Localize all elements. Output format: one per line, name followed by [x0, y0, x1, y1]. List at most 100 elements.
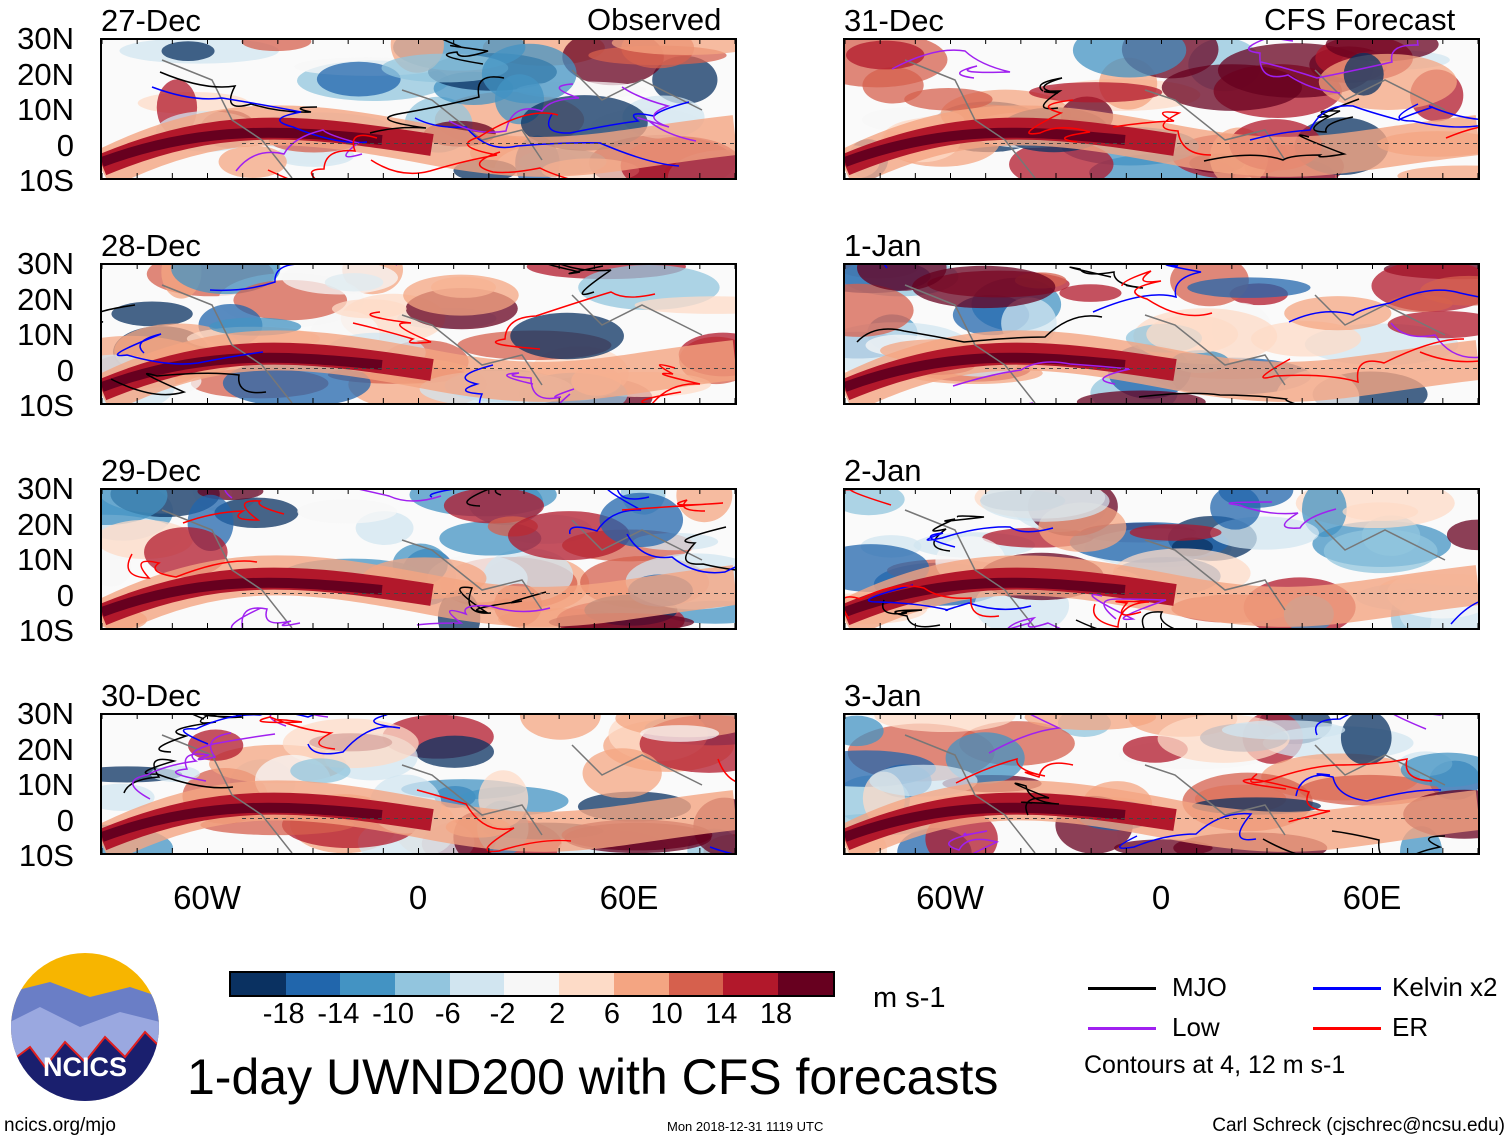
contour-er [494, 291, 656, 350]
wind-anomaly-blob [912, 265, 1056, 309]
latitude-label: 10S [18, 613, 74, 648]
latitude-label: 0 [56, 577, 74, 613]
legend-line-low [1088, 1027, 1156, 1030]
contour-kelvin [547, 101, 690, 134]
contour-kelvin [1428, 105, 1478, 120]
map-panel-27-Dec [100, 38, 737, 180]
contour-kelvin [429, 490, 453, 498]
colorbar-tick-label: 18 [759, 998, 793, 1030]
contour-er [1121, 270, 1213, 317]
wind-anomaly-blob [443, 490, 545, 524]
colorbar-tick-label: 2 [549, 998, 566, 1030]
wind-anomaly-blob [1342, 502, 1419, 521]
contour-kelvin [1315, 715, 1350, 736]
latitude-label: 20N [17, 56, 74, 92]
contour-mjo [882, 599, 941, 628]
wind-anomaly-blob [1210, 490, 1261, 530]
latitude-label: 20N [17, 506, 74, 542]
wind-anomaly-blob [1323, 529, 1438, 574]
colorbar-swatch [395, 973, 450, 995]
contour-low [1247, 40, 1341, 94]
westerly-band-max [845, 352, 1126, 392]
footer-url[interactable]: ncics.org/mjo [4, 1115, 116, 1136]
contour-low [1228, 501, 1337, 529]
longitude-label: 0 [1151, 879, 1171, 916]
westerly-band-max [102, 127, 383, 167]
wind-anomaly-blob [1187, 277, 1311, 298]
wind-anomaly-blob [582, 748, 662, 799]
contour-mjo [684, 526, 735, 571]
wind-anomaly-blob [599, 492, 684, 548]
colorbar-tick-label: -14 [317, 998, 360, 1030]
westerly-band-max [102, 577, 383, 617]
contour-low [988, 715, 1062, 754]
contour-low [1091, 593, 1167, 621]
latitude-label: 10N [17, 92, 74, 127]
colorbar-swatch [285, 973, 341, 995]
contour-er [1419, 351, 1478, 363]
colorbar-tick-label: -6 [434, 998, 461, 1030]
longitude-label: 0 [408, 879, 428, 916]
panel-date-label: 3-Jan [844, 678, 922, 713]
legend-line-kelvin [1313, 987, 1381, 990]
contour-low [621, 86, 697, 142]
contour-mjo [158, 715, 243, 753]
wind-anomaly-blob [111, 301, 193, 327]
panel-date-label: 2-Jan [844, 453, 922, 488]
wind-anomaly-blob [1072, 40, 1187, 78]
contour-low [230, 607, 301, 628]
westerly-band-max [845, 802, 1126, 842]
contour-er [1028, 99, 1091, 143]
column-title-observed: Observed [587, 2, 722, 37]
legend-line-mjo [1088, 987, 1156, 990]
contour-low [1007, 616, 1061, 628]
contour-mjo [459, 586, 547, 614]
coastline [904, 59, 1446, 178]
wind-anomaly-blob [519, 715, 601, 740]
contour-er [641, 363, 701, 403]
map-panel-29-Dec [100, 488, 737, 630]
wind-anomaly-blob [1301, 490, 1347, 537]
latitude-label: 0 [56, 802, 74, 838]
map-panel-1-Jan [843, 263, 1480, 405]
wind-anomaly-blob [1114, 839, 1213, 853]
longitude-label: 60E [599, 879, 659, 916]
wind-anomaly-blob [1400, 752, 1478, 787]
wind-anomaly-blob [297, 499, 397, 524]
wind-anomaly-blob [187, 729, 244, 761]
wind-anomaly-blob [1221, 720, 1346, 740]
latitude-label: 20N [17, 281, 74, 317]
coastline [161, 734, 703, 853]
longitude-label: 60W [173, 879, 241, 916]
contour-kelvin [569, 490, 650, 535]
colorbar-tick-label: 14 [705, 998, 738, 1030]
wind-anomaly-blob [1161, 64, 1303, 111]
wind-anomaly-blob [381, 53, 509, 83]
wind-anomaly-blob [1340, 715, 1392, 765]
panel-date-label: 28-Dec [101, 228, 201, 263]
coastline [904, 509, 1446, 628]
contour-low [891, 49, 1011, 79]
latitude-label: 30N [17, 21, 74, 56]
panel-date-label: 30-Dec [101, 678, 201, 713]
contour-mjo [1039, 77, 1063, 110]
contour-mjo [369, 76, 505, 134]
wind-anomaly-blob [415, 735, 495, 768]
latitude-label: 10S [18, 163, 74, 198]
colorbar-swatch [449, 973, 505, 995]
wind-anomaly-blob [1397, 165, 1478, 178]
coastline [904, 284, 1446, 403]
contour-er [1250, 758, 1433, 784]
colorbar-swatch [613, 973, 669, 995]
longitude-label: 60E [1342, 879, 1402, 916]
map-panel-28-Dec [100, 263, 737, 405]
contour-kelvin [414, 117, 680, 167]
wind-anomaly-blob [874, 715, 1016, 733]
ncics-logo: NCICS [11, 953, 159, 1101]
contour-low [506, 372, 575, 400]
contour-kelvin [307, 715, 401, 755]
contour-er [127, 553, 258, 579]
contour-kelvin [116, 333, 264, 365]
wind-anomaly-blob [403, 274, 519, 316]
latitude-label: 10N [17, 317, 74, 352]
